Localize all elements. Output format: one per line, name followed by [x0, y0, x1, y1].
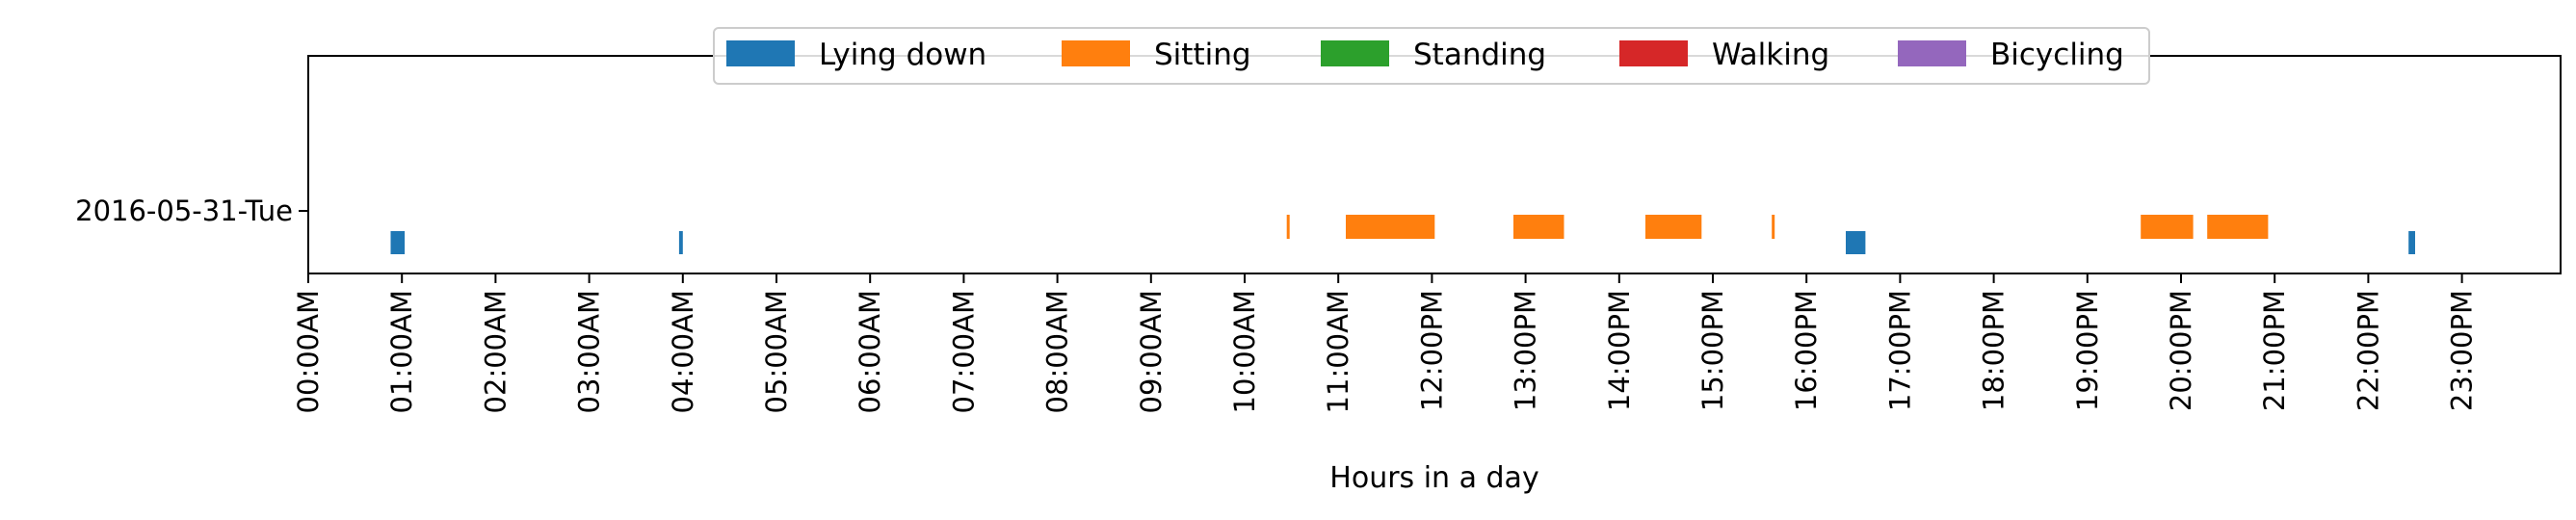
- segment-lying-down-1: [678, 231, 683, 254]
- segment-sitting-5: [1645, 215, 1702, 239]
- x-tick-label: 16:00PM: [1790, 290, 1823, 411]
- x-tick-label: 10:00AM: [1228, 290, 1261, 413]
- segment-sitting-3: [1346, 215, 1435, 239]
- y-tick-label: 2016-05-31-Tue: [75, 195, 293, 227]
- legend-label: Walking: [1712, 38, 1829, 72]
- legend-swatch-lying-down: [726, 40, 795, 66]
- x-tick-label: 19:00PM: [2071, 290, 2104, 411]
- x-tick-label: 05:00AM: [760, 290, 793, 413]
- legend-swatch-bicycling: [1898, 40, 1966, 66]
- x-axis: 00:00AM 01:00AM 02:00AM 03:00AM 04:00AM 05:00…: [292, 273, 2479, 413]
- x-tick-label: 01:00AM: [385, 290, 418, 413]
- plot-marks: [390, 215, 2415, 254]
- x-tick-label: 04:00AM: [667, 290, 699, 413]
- legend-swatch-walking: [1619, 40, 1688, 66]
- x-tick-label: 06:00AM: [854, 290, 886, 413]
- legend: Lying down Sitting Standing Walking Bicyclin…: [713, 27, 2150, 85]
- legend-label: Bicycling: [1990, 38, 2124, 72]
- legend-swatch-standing: [1321, 40, 1389, 66]
- legend-label: Standing: [1413, 38, 1546, 72]
- x-tick-label: 18:00PM: [1978, 290, 2011, 411]
- segment-lying-down-7: [1846, 231, 1866, 254]
- segment-lying-down-0: [390, 231, 406, 254]
- segment-sitting-6: [1772, 215, 1775, 239]
- x-tick-label: 11:00AM: [1322, 290, 1354, 413]
- x-axis-label: Hours in a day: [1329, 461, 1538, 495]
- x-tick-label: 21:00PM: [2258, 290, 2291, 411]
- x-tick-label: 00:00AM: [292, 290, 325, 413]
- x-tick-label: 13:00PM: [1510, 290, 1542, 411]
- segment-sitting-8: [2141, 215, 2194, 239]
- x-tick-label: 15:00PM: [1696, 290, 1729, 411]
- x-tick-label: 08:00AM: [1041, 290, 1074, 413]
- segment-sitting-4: [1513, 215, 1564, 239]
- x-tick-label: 17:00PM: [1883, 290, 1916, 411]
- y-axis: 2016-05-31-Tue: [75, 195, 308, 227]
- x-tick-label: 03:00AM: [573, 290, 606, 413]
- x-tick-label: 20:00PM: [2165, 290, 2197, 411]
- x-tick-label: 12:00PM: [1415, 290, 1448, 411]
- legend-label: Lying down: [819, 38, 986, 72]
- legend-label: Sitting: [1154, 38, 1251, 72]
- x-tick-label: 23:00PM: [2446, 290, 2479, 411]
- x-tick-label: 14:00PM: [1603, 290, 1636, 411]
- legend-swatch-sitting: [1062, 40, 1130, 66]
- segment-sitting-9: [2207, 215, 2269, 239]
- x-tick-label: 22:00PM: [2352, 290, 2384, 411]
- segment-sitting-2: [1286, 215, 1290, 239]
- segment-lying-down-10: [2408, 231, 2415, 254]
- x-tick-label: 07:00AM: [947, 290, 980, 413]
- x-tick-label: 02:00AM: [479, 290, 512, 413]
- x-tick-label: 09:00AM: [1135, 290, 1168, 413]
